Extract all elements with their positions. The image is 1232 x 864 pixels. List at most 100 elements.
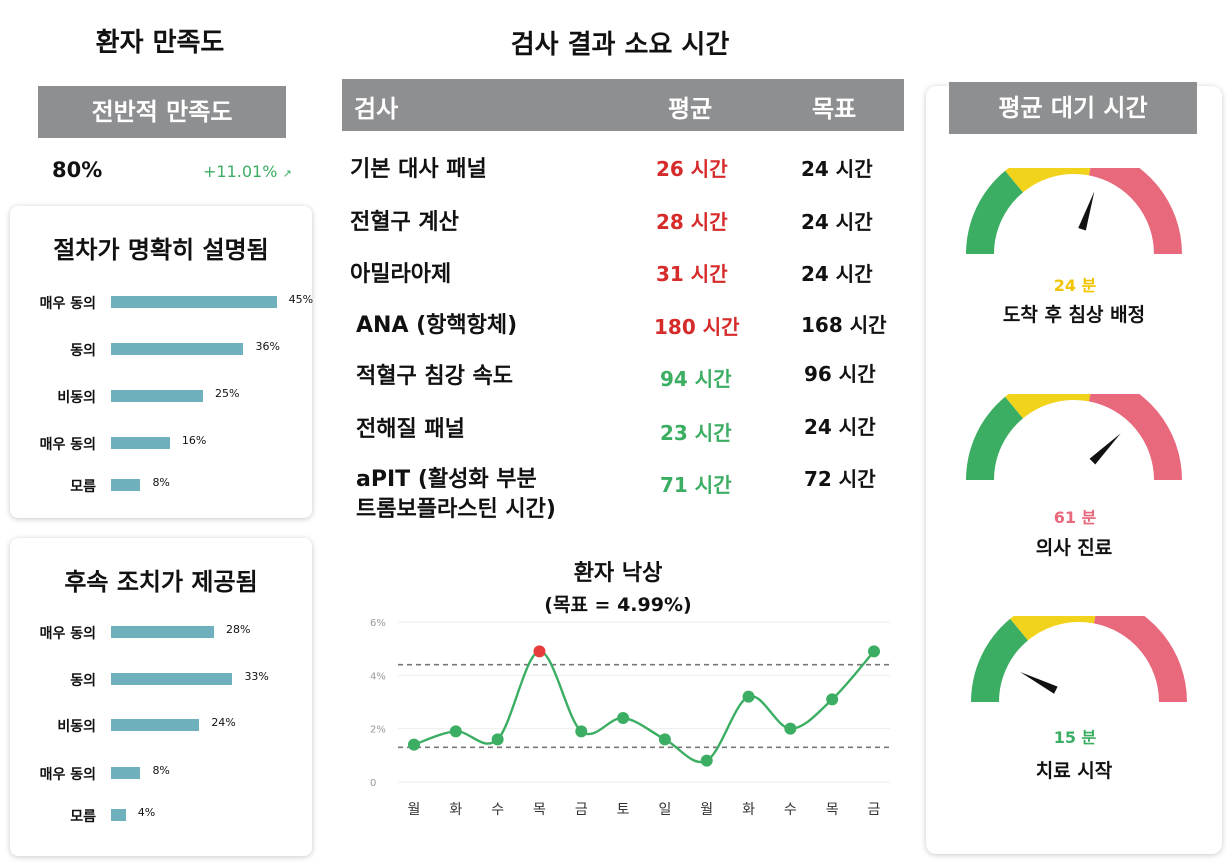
- bar-row: 매우 동의 16%: [10, 431, 310, 455]
- falls-chart-title: 환자 낙상: [573, 561, 663, 586]
- bar-percent: 45%: [288, 293, 314, 306]
- bar-percent: 33%: [244, 670, 269, 683]
- target-value: 24 시간: [801, 210, 873, 234]
- y-tick-label: 4%: [370, 671, 386, 682]
- data-point: [784, 722, 797, 735]
- bar-percent: 36%: [255, 340, 280, 353]
- bar-label: 매우 동의: [39, 437, 96, 453]
- header-target: 목표: [812, 95, 857, 123]
- data-point: [868, 645, 880, 658]
- x-tick-label: 수: [784, 802, 797, 818]
- data-point: [742, 690, 755, 703]
- avg-value: 23 시간: [660, 421, 732, 445]
- bar-label: 동의: [70, 673, 96, 689]
- bar-fill: [111, 719, 200, 731]
- gauge-label: 의사 진료: [1035, 537, 1113, 559]
- test-name: ANA (항핵항체): [356, 313, 518, 338]
- bar-label: 비동의: [57, 390, 96, 406]
- turnaround-table-header: 검사 평균 목표: [342, 79, 904, 131]
- avg-value: 26 시간: [656, 157, 728, 181]
- wait-times-header: 평균 대기 시간: [949, 82, 1197, 134]
- bar-label: 동의: [70, 343, 96, 359]
- overall-satisfaction-value: 80%: [52, 158, 103, 182]
- bar-row: 동의 36%: [10, 337, 310, 361]
- x-tick-label: 목: [533, 802, 546, 818]
- followup-provided-card: 후속 조치가 제공됨 매우 동의 28% 동의 33% 비동의 24% 매우 동의 8% 모름 4…: [10, 538, 312, 856]
- overall-satisfaction-header: 전반적 만족도: [38, 86, 286, 138]
- gauge-label: 도착 후 침상 배정: [1002, 304, 1146, 326]
- bar-row: 모름 8%: [10, 473, 310, 497]
- data-point: [449, 725, 462, 738]
- gauge-band-red: [1088, 168, 1182, 254]
- bar-percent: 8%: [152, 764, 170, 777]
- x-tick-label: 월: [408, 802, 421, 818]
- x-tick-label: 금: [575, 802, 588, 818]
- gauge-needle: [1020, 672, 1058, 694]
- data-point: [700, 754, 713, 767]
- avg-value: 94 시간: [660, 367, 732, 391]
- series-line: [413, 650, 875, 764]
- data-point: [658, 733, 671, 746]
- gauge-label: 치료 시작: [1035, 760, 1113, 782]
- change-value: +11.01%: [203, 162, 278, 181]
- y-tick-label: 6%: [370, 618, 386, 629]
- turnaround-title: 검사 결과 소요 시간: [510, 30, 730, 60]
- bar-fill: [111, 479, 141, 491]
- bar-fill: [111, 673, 233, 685]
- bar-fill: [111, 296, 277, 308]
- bar-fill: [111, 390, 203, 402]
- gauge-band-green: [966, 170, 1024, 254]
- data-point: [491, 733, 504, 746]
- bar-percent: 4%: [137, 806, 156, 819]
- falls-line-chart: 0 2% 4% 6% 월 화 수 목 금 토 일 월 화 수 목 금: [370, 618, 890, 818]
- x-tick-label: 월: [700, 802, 713, 818]
- bar-fill: [111, 626, 215, 638]
- data-point: [575, 725, 588, 738]
- x-tick-label: 토: [617, 802, 630, 818]
- test-name: aPIT (활성화 부분: [356, 467, 537, 492]
- bar-fill: [111, 437, 170, 449]
- bar-row: 매우 동의 8%: [10, 761, 310, 785]
- test-name: 전해질 패널: [356, 417, 465, 442]
- x-tick-label: 수: [491, 802, 504, 818]
- gauge-band-red: [1093, 616, 1187, 702]
- avg-value: 71 시간: [660, 473, 732, 497]
- satisfaction-title: 환자 만족도: [95, 28, 225, 58]
- avg-value: 28 시간: [656, 210, 728, 234]
- card-bar-list: 매우 동의 45% 동의 36% 비동의 25% 매우 동의 16% 모름 8%: [10, 290, 314, 500]
- bar-fill: [111, 343, 244, 355]
- data-point: [826, 693, 839, 706]
- bar-label: 매우 동의: [39, 296, 96, 312]
- bed-assignment-gauge: [966, 168, 1182, 254]
- card-bar-list: 매우 동의 28% 동의 33% 비동의 24% 매우 동의 8% 모름 4%: [10, 620, 312, 840]
- data-point: [533, 645, 546, 658]
- card-title: 절차가 명확히 설명됨: [53, 236, 269, 264]
- test-name: 적혈구 침강 속도: [356, 364, 513, 389]
- bar-label: 매우 동의: [39, 626, 96, 642]
- bar-label: 모름: [70, 809, 96, 825]
- bar-row: 비동의 25%: [10, 384, 310, 408]
- bar-row: 동의 33%: [10, 667, 310, 691]
- x-tick-label: 화: [449, 802, 462, 818]
- y-tick-label: 2%: [370, 725, 386, 736]
- trend-up-icon: ↗: [282, 167, 292, 180]
- falls-chart-subtitle: (목표 = 4.99%): [544, 594, 692, 616]
- x-tick-label: 목: [826, 802, 839, 818]
- procedure-explained-card: 절차가 명확히 설명됨 매우 동의 45% 동의 36% 비동의 25% 매우 동의 16% 모…: [10, 206, 314, 518]
- target-value: 72 시간: [804, 467, 876, 491]
- gauge-band-yellow: [1005, 168, 1091, 193]
- gauge-band-yellow: [1005, 394, 1091, 419]
- bar-label: 모름: [70, 479, 96, 495]
- target-value: 24 시간: [804, 415, 876, 439]
- turnaround-table-body: 기본 대사 패널 26 시간 24 시간 전혈구 계산 28 시간 24 시간 …: [342, 131, 904, 531]
- gauge-value: 24 분: [1053, 276, 1097, 295]
- bar-percent: 28%: [226, 623, 251, 636]
- bar-percent: 8%: [152, 476, 170, 489]
- gauge-value: 61 분: [1053, 508, 1097, 527]
- treatment-start-gauge: [971, 616, 1187, 702]
- gauge-needle: [1078, 191, 1095, 231]
- target-value: 24 시간: [801, 262, 873, 286]
- header-average: 평균: [668, 95, 713, 123]
- x-tick-label: 화: [742, 802, 755, 818]
- bar-row: 매우 동의 28%: [10, 620, 310, 644]
